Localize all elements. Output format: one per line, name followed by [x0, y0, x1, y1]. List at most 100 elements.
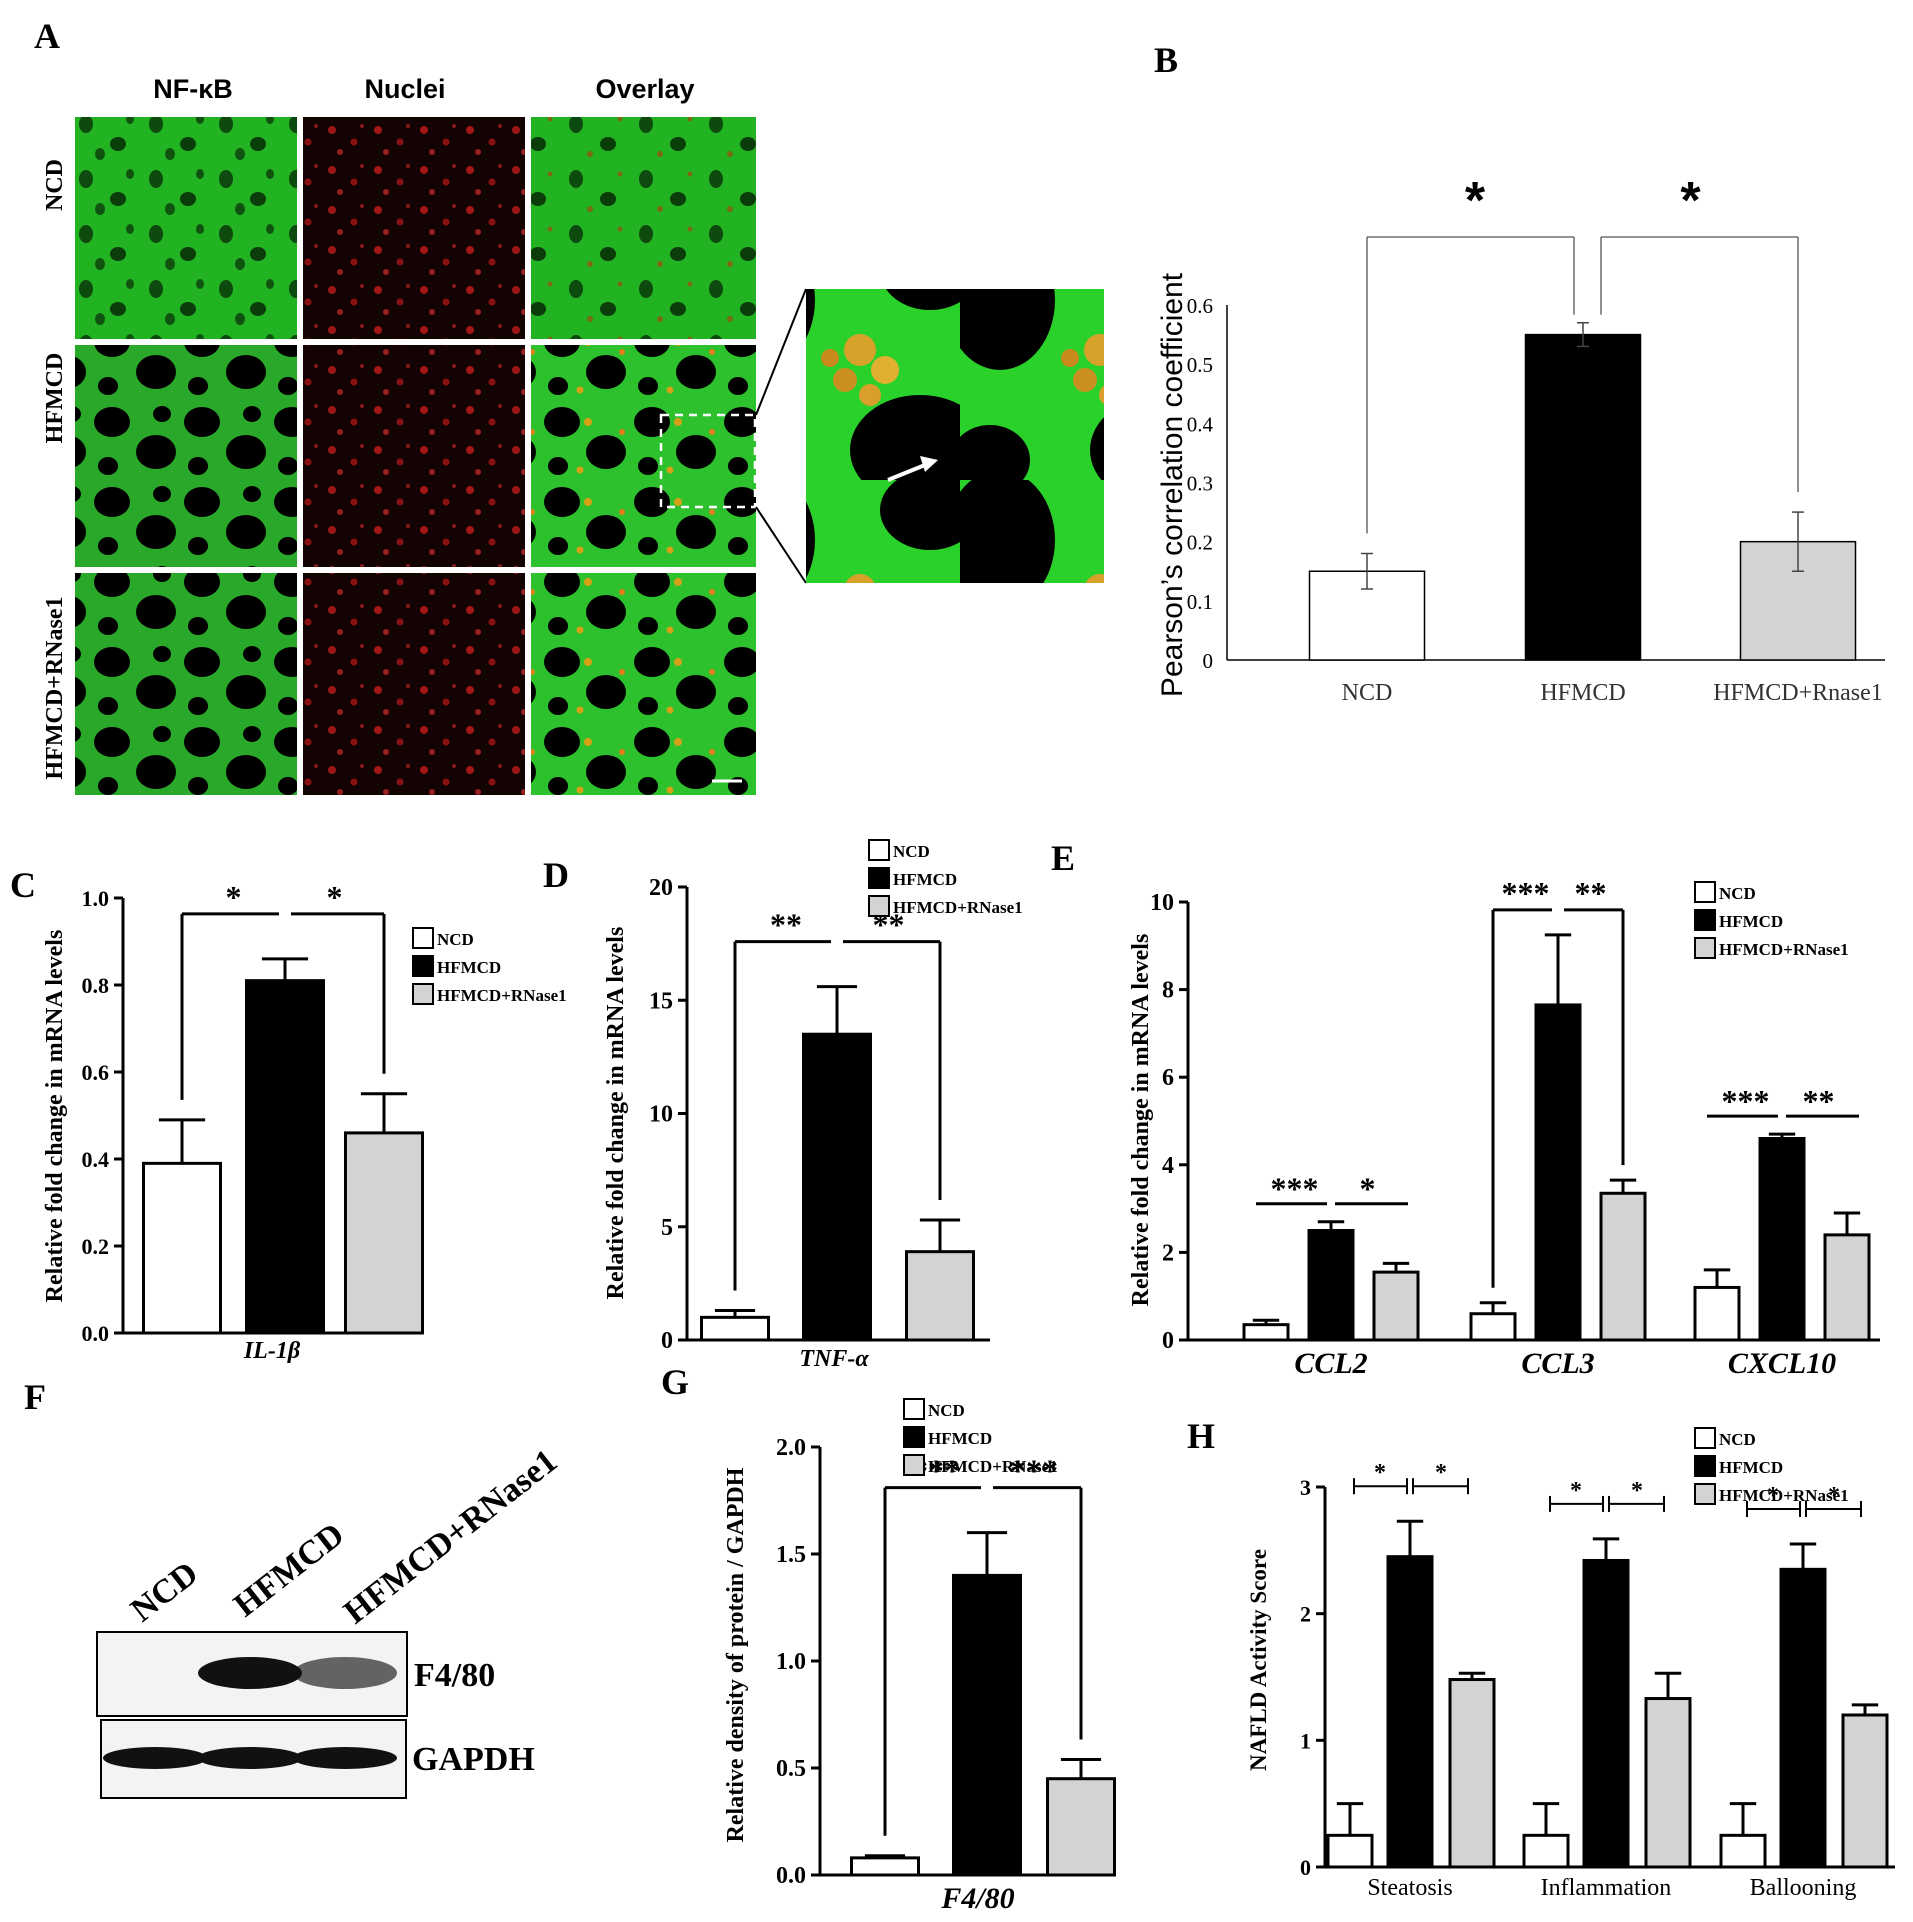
- significance-marker: *: [226, 879, 242, 915]
- legend-swatch: [903, 1454, 925, 1476]
- y-tick-label: 2: [1162, 1240, 1174, 1266]
- y-tick-label: 10: [1150, 890, 1174, 916]
- legend-label: HFMCD: [437, 958, 501, 977]
- y-tick-label: 0.0: [82, 1321, 110, 1346]
- significance-marker: ***: [1502, 875, 1550, 911]
- y-axis-label: Relative fold change in mRNA levels: [603, 927, 629, 1300]
- bar: [1448, 1678, 1496, 1869]
- bar: [1372, 1270, 1420, 1342]
- zoom-box: [659, 413, 757, 509]
- x-axis-label: TNF-α: [799, 1346, 869, 1372]
- bar: [1469, 1312, 1517, 1342]
- legend-swatch: [1694, 937, 1716, 959]
- micrograph-rnase1-nfkb: [75, 573, 297, 795]
- panel-a-row-labels: NCD HFMCD HFMCD+RNase1: [42, 159, 68, 779]
- y-tick-label: 20: [649, 875, 673, 901]
- panel-letter: B: [1154, 40, 1178, 80]
- x-axis-label: F4/80: [940, 1882, 1014, 1915]
- blot-band: [293, 1657, 397, 1689]
- y-axis-label: Relative density of protein / GAPDH: [723, 1467, 749, 1842]
- bar: [1386, 1555, 1434, 1869]
- y-tick-label: 3: [1300, 1475, 1311, 1500]
- blot-band: [103, 1747, 207, 1769]
- column-header-nuclei: Nuclei: [364, 74, 445, 104]
- y-tick-label: 0.5: [776, 1756, 806, 1782]
- bar: [344, 1131, 424, 1335]
- bar: [1524, 333, 1642, 661]
- significance-marker: ***: [1271, 1171, 1319, 1207]
- y-tick-label: 0.2: [1187, 531, 1213, 555]
- bar: [142, 1161, 222, 1335]
- chart-panel-h: 0 1 2 3 NAFLD Activity Score H Steatosis * * Infl…: [1187, 1416, 1895, 1901]
- legend-swatch: [868, 867, 890, 889]
- legend-swatch: [412, 927, 434, 949]
- micrograph-hfmcd-nfkb: [75, 345, 297, 567]
- y-axis-label: Relative fold change in mRNA levels: [42, 930, 68, 1303]
- legend-label: HFMCD+RNase1: [437, 986, 567, 1005]
- panel-letter: G: [661, 1362, 689, 1402]
- bar: [850, 1856, 920, 1877]
- panel-f: F NCD HFMCD HFMCD+RNase1 F4/80 GAPDH: [24, 1377, 564, 1799]
- legend-swatch: [412, 983, 434, 1005]
- significance-marker: **: [770, 907, 802, 943]
- micrograph-zoom-inset: [806, 289, 1104, 583]
- panel-letter: C: [10, 865, 36, 905]
- significance-marker: *: [1360, 1171, 1376, 1207]
- significance-marker: *: [1767, 1483, 1779, 1509]
- legend-label: HFMCD: [893, 870, 957, 889]
- micrograph-ncd-nfkb: [75, 117, 297, 339]
- legend-swatch: [903, 1426, 925, 1448]
- y-tick-label: 1.0: [82, 886, 110, 911]
- y-tick-label: 0.3: [1187, 472, 1213, 496]
- zoom-connector-bottom: [755, 506, 807, 584]
- y-tick-label: 4: [1162, 1153, 1174, 1179]
- bar: [952, 1573, 1022, 1877]
- legend-label: HFMCD: [1719, 912, 1783, 931]
- y-tick-label: 0.4: [82, 1147, 110, 1172]
- bar: [1599, 1191, 1647, 1342]
- significance-marker: *: [327, 879, 343, 915]
- bar: [905, 1250, 975, 1342]
- column-header-overlay: Overlay: [595, 74, 694, 104]
- significance-marker: **: [1575, 875, 1607, 911]
- row-label-hfmcd: HFMCD: [42, 353, 68, 444]
- legend-label: HFMCD: [928, 1429, 992, 1448]
- bar: [245, 979, 325, 1335]
- micrograph-hfmcd-nuclei: [303, 345, 525, 567]
- y-tick-label: 0.5: [1187, 353, 1213, 377]
- micrograph-grid: [75, 117, 1104, 795]
- legend-swatch: [1694, 1455, 1716, 1477]
- panel-letter-a: A: [34, 16, 60, 56]
- zoom-connector-top: [755, 288, 807, 416]
- significance-marker: *: [1435, 1460, 1447, 1486]
- bar: [1326, 1833, 1374, 1869]
- lane-label-ncd: NCD: [124, 1555, 205, 1630]
- legend-swatch: [1694, 909, 1716, 931]
- lane-label-hfmcd: HFMCD: [227, 1516, 351, 1624]
- y-tick-label: 0: [1300, 1855, 1311, 1880]
- y-tick-label: 2.0: [776, 1435, 806, 1461]
- legend-label: HFMCD+RNase1: [928, 1457, 1058, 1476]
- bar: [1779, 1567, 1827, 1869]
- x-group-label: Inflammation: [1541, 1875, 1672, 1901]
- y-tick-label: 0.4: [1187, 412, 1214, 436]
- legend-swatch: [412, 955, 434, 977]
- inset-arrow: [887, 463, 926, 482]
- x-group-label: CCL2: [1294, 1347, 1367, 1380]
- row-label-hfmcd-rnase1: HFMCD+RNase1: [42, 597, 68, 780]
- legend-swatch: [903, 1398, 925, 1420]
- panel-a-column-headers: NF-κB Nuclei Overlay: [153, 74, 694, 104]
- blot-band: [293, 1747, 397, 1769]
- y-axis-label: NAFLD Activity Score: [1246, 1549, 1271, 1771]
- x-group-label: Steatosis: [1367, 1875, 1452, 1901]
- panel-a: A NF-κB Nuclei Overlay NCD HFMCD HFMCD+R…: [34, 16, 1104, 795]
- significance-marker: *: [1680, 172, 1701, 230]
- legend-label: NCD: [928, 1401, 965, 1420]
- y-tick-label: 5: [661, 1215, 673, 1241]
- legend-label: HFMCD+RNase1: [1719, 1486, 1849, 1505]
- chart-panel-g: 0.0 0.5 1.0 1.5 2.0 Relative density of prote…: [661, 1362, 1116, 1915]
- bar: [1242, 1323, 1290, 1342]
- significance-marker: ***: [1722, 1083, 1770, 1119]
